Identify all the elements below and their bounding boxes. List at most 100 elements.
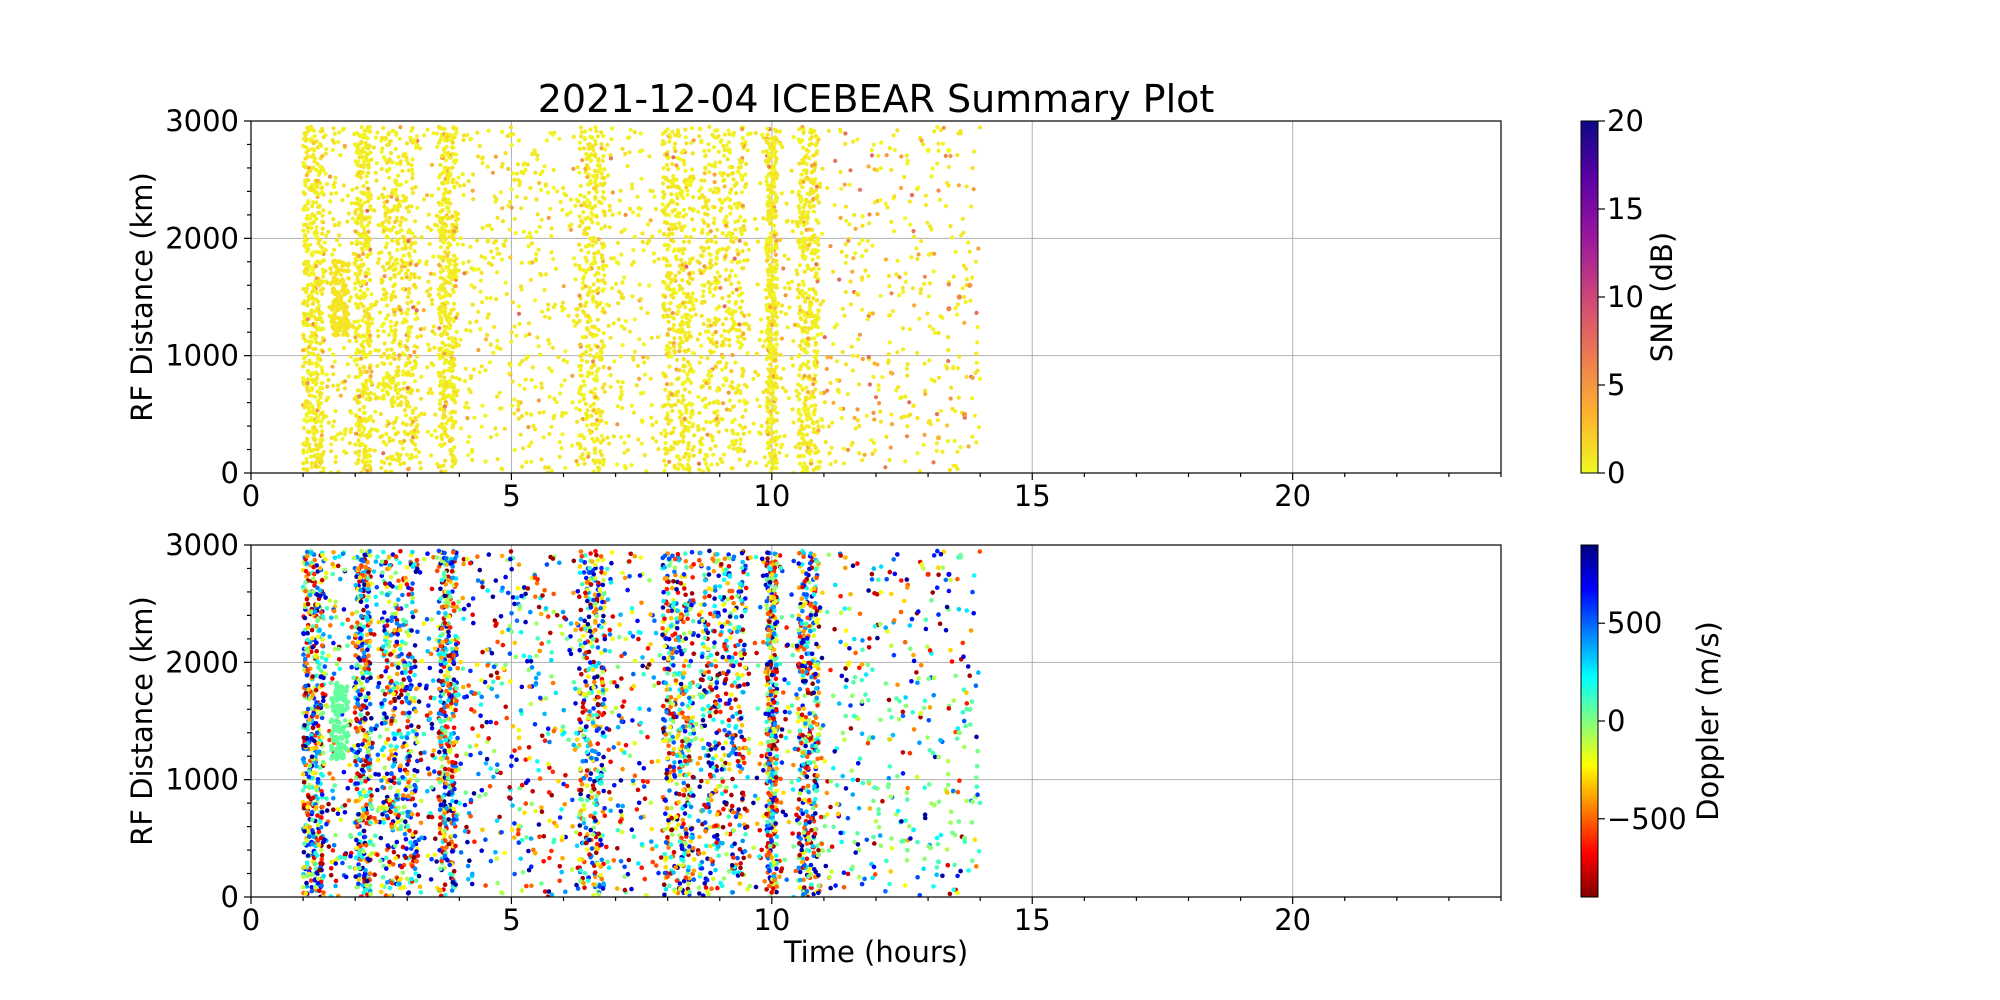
data-point: [577, 214, 582, 219]
data-point: [953, 249, 958, 254]
data-point: [381, 220, 386, 225]
data-point: [387, 332, 392, 337]
data-point: [412, 138, 417, 143]
data-point: [620, 380, 625, 385]
data-point: [615, 379, 621, 384]
data-point: [747, 327, 752, 332]
data-point: [403, 262, 408, 267]
data-point: [584, 359, 590, 364]
data-point: [471, 197, 476, 202]
data-point: [410, 388, 415, 393]
data-point: [738, 391, 743, 396]
data-point: [806, 411, 811, 416]
data-point: [769, 309, 775, 314]
data-point: [859, 254, 865, 259]
data-point: [663, 212, 668, 217]
data-point: [316, 405, 322, 410]
data-point: [340, 127, 346, 132]
data-point: [715, 190, 720, 195]
data-point: [323, 133, 328, 138]
data-point: [835, 377, 840, 383]
data-point: [586, 190, 592, 195]
data-point: [799, 197, 804, 202]
data-point: [486, 312, 491, 317]
data-point: [719, 138, 724, 143]
data-point: [305, 449, 310, 455]
data-point: [743, 321, 749, 327]
data-point: [697, 134, 702, 139]
data-point: [431, 131, 436, 136]
data-point: [414, 434, 419, 439]
data-point: [457, 183, 462, 188]
data-point: [618, 354, 624, 359]
data-point: [356, 319, 361, 324]
data-point: [416, 300, 421, 305]
data-point: [668, 346, 673, 351]
data-point: [593, 152, 598, 157]
data-point: [662, 220, 667, 225]
data-point: [869, 153, 875, 158]
data-point: [811, 382, 816, 387]
data-point: [381, 396, 386, 401]
data-point: [853, 426, 858, 431]
data-point: [664, 263, 669, 268]
data-point: [921, 442, 926, 447]
data-point: [436, 287, 441, 292]
data-point: [807, 396, 812, 401]
data-point: [808, 205, 813, 210]
data-point: [436, 353, 441, 358]
data-point: [382, 274, 387, 279]
data-point: [806, 366, 811, 371]
data-point: [581, 392, 586, 398]
data-point: [724, 143, 729, 148]
data-point: [452, 410, 458, 415]
data-point: [301, 364, 306, 369]
data-point: [681, 300, 686, 305]
data-point: [494, 432, 499, 437]
data-point: [537, 224, 542, 230]
data-point: [520, 464, 525, 469]
data-point: [329, 449, 334, 454]
data-point: [808, 137, 813, 142]
data-point: [528, 277, 534, 282]
data-point: [568, 227, 574, 232]
data-point: [437, 228, 442, 233]
data-point: [354, 339, 359, 344]
data-point: [838, 406, 843, 411]
data-point: [739, 173, 744, 178]
data-point: [912, 234, 917, 239]
data-point: [593, 195, 598, 200]
data-point: [589, 365, 594, 370]
data-point: [441, 240, 447, 245]
data-point: [816, 459, 821, 464]
data-point: [594, 426, 599, 431]
data-point: [375, 363, 380, 369]
data-point: [466, 259, 471, 264]
data-point: [731, 323, 736, 328]
data-point: [847, 182, 852, 187]
data-point: [596, 265, 601, 271]
data-point: [801, 209, 806, 214]
data-point: [408, 416, 413, 421]
data-point: [450, 165, 455, 170]
data-point: [693, 312, 698, 317]
data-point: [730, 259, 735, 264]
data-point: [437, 424, 442, 429]
data-point: [804, 350, 810, 355]
data-point: [622, 440, 627, 445]
data-point: [729, 268, 734, 273]
data-point: [303, 156, 308, 161]
data-point: [443, 343, 448, 348]
data-point: [806, 450, 811, 455]
data-point: [677, 349, 682, 354]
data-point: [640, 239, 645, 244]
data-point: [413, 145, 418, 150]
data-point: [671, 249, 676, 254]
data-point: [327, 174, 333, 179]
data-point: [588, 127, 593, 132]
data-point: [801, 468, 806, 473]
data-point: [301, 450, 306, 455]
data-point: [347, 298, 352, 303]
data-point: [620, 406, 625, 411]
data-point: [383, 245, 388, 250]
